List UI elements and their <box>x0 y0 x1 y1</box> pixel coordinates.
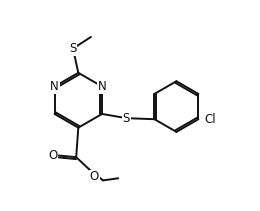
Text: O: O <box>90 170 99 184</box>
Text: N: N <box>50 80 59 93</box>
Text: S: S <box>123 112 130 125</box>
Text: O: O <box>49 149 58 162</box>
Text: Cl: Cl <box>204 113 216 126</box>
Text: S: S <box>69 42 77 55</box>
Text: N: N <box>98 80 106 93</box>
